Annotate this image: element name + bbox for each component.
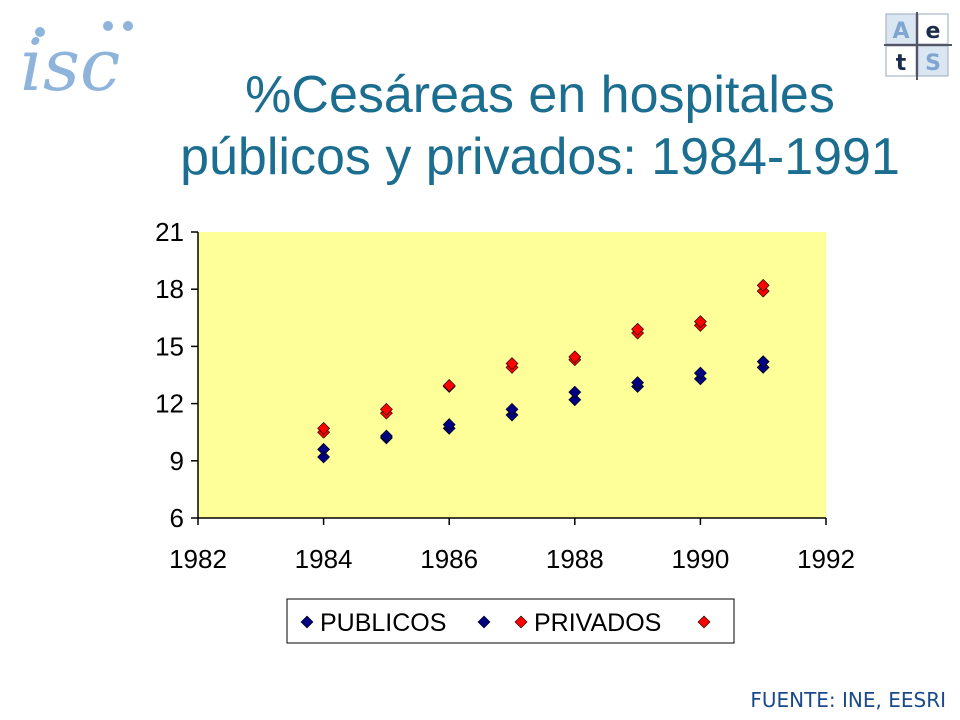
aets-letter-s: S [925,51,941,76]
legend-marker-publicos [300,615,314,629]
title-line-2: públicos y privados: 1984-1991 [180,128,900,186]
y-tick-label: 18 [155,274,184,304]
source-note: FUENTE: INE, EESRI [750,688,946,712]
axes: 6 9 12 15 18 21 1982 1984 1986 1988 1990 1992 [155,217,855,574]
publicos-point [756,355,770,369]
publicos-point [379,429,393,443]
y-tick-label: 9 [170,446,184,476]
privados-point [379,402,393,416]
privados-point [442,379,456,392]
legend-marker-privados [514,615,528,629]
aets-letter-a: A [892,19,909,44]
publicos-point [631,376,645,390]
legend-box [286,598,735,644]
plot-area [198,232,826,518]
isc-logo: isc [20,21,133,102]
y-tick-label: 15 [155,331,184,361]
isc-logo-text: isc [20,23,120,102]
slide-title: %Cesáreas en hospitales públicos y priva… [120,64,960,188]
x-tick-label: 1988 [546,544,604,574]
y-tick-label: 21 [155,217,184,247]
privados-point [317,421,331,435]
publicos-point [568,385,582,399]
x-tick-label: 1990 [671,544,729,574]
publicos-point [442,418,456,431]
privados-point [631,322,645,336]
legend-label-privados: PRIVADOS [534,609,661,637]
privados-point [756,278,770,292]
privados-point [693,315,707,329]
y-tick-label: 12 [155,389,184,419]
y-tick-label: 6 [170,503,184,533]
x-tick-label: 1986 [420,544,478,574]
publicos-point [317,450,331,464]
legend-marker-privados-2 [697,615,711,629]
publicos-point [568,393,582,407]
legend-label-publicos: PUBLICOS [320,609,446,637]
publicos-point [317,442,331,456]
privados-point [568,350,582,364]
publicos-point [505,402,519,416]
title-line-1: %Cesáreas en hospitales [245,66,835,124]
x-tick-label: 1992 [797,544,855,574]
aets-letter-t: t [896,51,907,76]
legend: PUBLICOS PRIVADOS [286,598,735,644]
privados-point [505,357,519,370]
aets-letter-e: e [926,19,941,44]
publicos-point [693,366,707,380]
legend-marker-publicos-2 [477,615,491,629]
x-tick-label: 1984 [295,544,353,574]
aets-logo: A e t S [884,12,952,80]
data-points [317,278,770,464]
x-tick-label: 1982 [169,544,227,574]
